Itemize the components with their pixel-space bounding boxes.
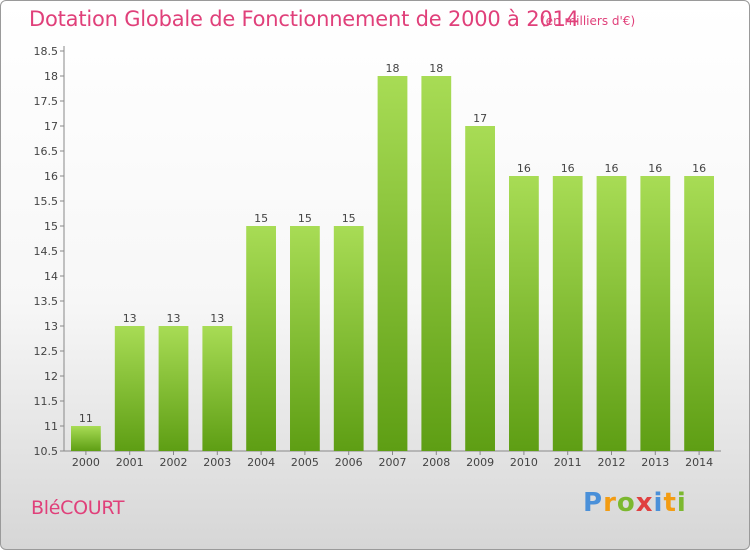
bar <box>509 176 539 451</box>
bar-value-label: 15 <box>298 212 312 225</box>
x-tick-label: 2003 <box>203 456 231 469</box>
value-labels: 11 13 13 13 15 15 15 18 18 17 16 16 16 16 16 <box>79 62 706 425</box>
y-tick-label: 12.5 <box>34 345 59 358</box>
bar <box>421 76 452 451</box>
y-tick-label: 12 <box>44 370 58 383</box>
x-tick-label: 2001 <box>116 456 144 469</box>
y-tick-label: 18.5 <box>34 45 59 58</box>
y-tick-label: 17 <box>44 120 58 133</box>
y-tick-label: 18 <box>44 70 58 83</box>
chart-title: Dotation Globale de Fonctionnement de 20… <box>29 7 579 31</box>
bar-value-label: 16 <box>692 162 706 175</box>
chart-unit: (en milliers d'€) <box>541 14 636 28</box>
y-tick-label: 17.5 <box>34 95 59 108</box>
y-tick-label: 15.5 <box>34 195 59 208</box>
bar <box>333 226 364 451</box>
x-tick-label: 2004 <box>247 456 275 469</box>
x-tick-label: 2006 <box>335 456 363 469</box>
bar <box>246 226 276 451</box>
bar-value-label: 18 <box>429 62 443 75</box>
bar-value-label: 15 <box>254 212 268 225</box>
bar <box>114 326 145 451</box>
x-tick-label: 2002 <box>160 456 188 469</box>
bar <box>640 176 671 451</box>
bar <box>465 126 495 451</box>
x-tick-labels: 2000 2001 2002 2003 2004 2005 2006 2007 2008 2009… <box>72 451 713 469</box>
bar-value-label: 18 <box>386 62 400 75</box>
proxiti-logo: Proxiti <box>583 488 687 518</box>
x-tick-label: 2012 <box>598 456 626 469</box>
bar <box>202 326 233 451</box>
x-tick-label: 2014 <box>685 456 713 469</box>
y-tick-label: 13 <box>44 320 58 333</box>
bar-value-label: 11 <box>79 412 93 425</box>
y-tick-label: 13.5 <box>34 295 59 308</box>
bar <box>290 226 320 451</box>
x-tick-label: 2011 <box>554 456 582 469</box>
bar-value-label: 16 <box>648 162 662 175</box>
x-tick-label: 2000 <box>72 456 100 469</box>
y-tick-label: 11 <box>44 420 58 433</box>
y-tick-label: 14 <box>44 270 58 283</box>
y-tick-label: 11.5 <box>34 395 59 408</box>
x-tick-label: 2007 <box>379 456 407 469</box>
bar-value-label: 16 <box>605 162 619 175</box>
x-tick-label: 2008 <box>422 456 450 469</box>
y-tick-label: 10.5 <box>34 445 59 458</box>
y-tick-labels: 10.5 11 11.5 12 12.5 13 13.5 14 14.5 15 15.5 16 16.5… <box>34 45 64 458</box>
bar <box>71 426 101 451</box>
bar-value-label: 13 <box>210 312 224 325</box>
y-tick-label: 16.5 <box>34 145 59 158</box>
x-tick-label: 2013 <box>641 456 669 469</box>
bar <box>596 176 627 451</box>
bar-value-label: 16 <box>517 162 531 175</box>
y-tick-label: 14.5 <box>34 245 59 258</box>
x-tick-label: 2005 <box>291 456 319 469</box>
bar-value-label: 16 <box>561 162 575 175</box>
bar <box>377 76 408 451</box>
bar <box>158 326 189 451</box>
commune-name: BléCOURT <box>31 497 125 519</box>
bar-value-label: 17 <box>473 112 487 125</box>
y-tick-label: 16 <box>44 170 58 183</box>
x-tick-label: 2010 <box>510 456 538 469</box>
bars <box>71 76 714 451</box>
x-tick-label: 2009 <box>466 456 494 469</box>
bar-value-label: 15 <box>342 212 356 225</box>
bar-value-label: 13 <box>167 312 181 325</box>
bar <box>684 176 714 451</box>
bar <box>552 176 583 451</box>
y-tick-label: 15 <box>44 220 58 233</box>
bar-value-label: 13 <box>123 312 137 325</box>
